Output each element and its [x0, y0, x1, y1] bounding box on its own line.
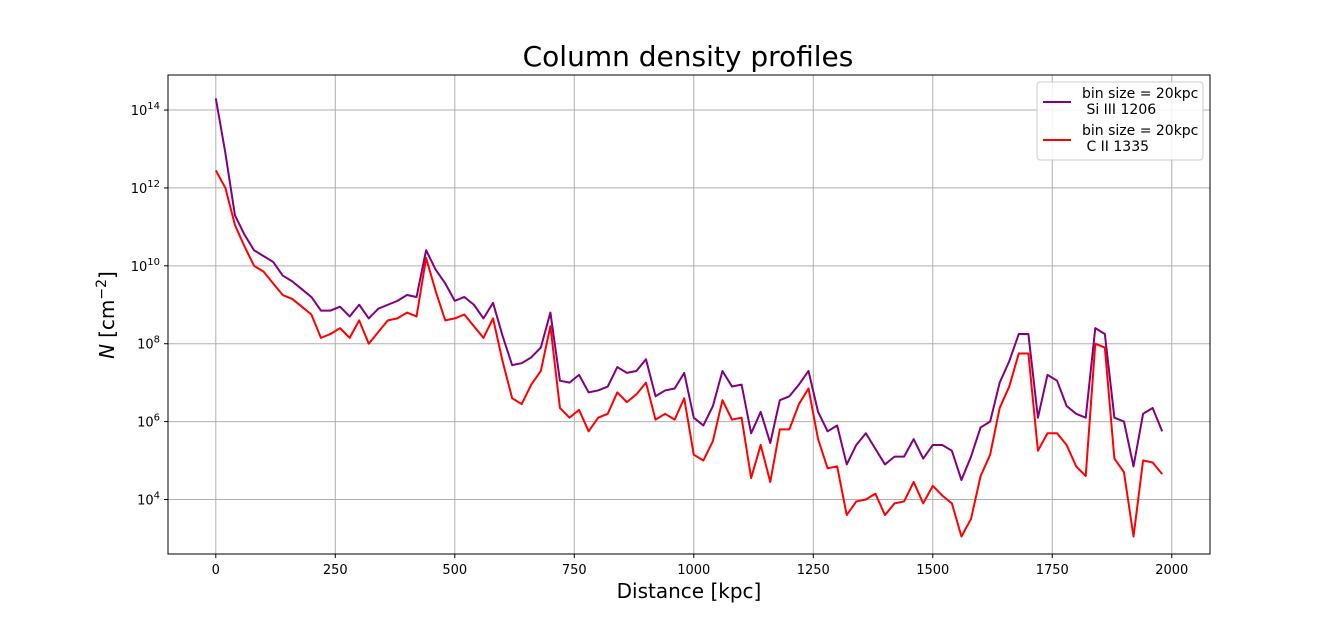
- y-tick-label: 108: [137, 335, 160, 353]
- plot-frame: [167, 74, 1211, 555]
- x-axis-label: Distance [kpc]: [617, 579, 762, 603]
- x-tick-label: 750: [562, 563, 587, 578]
- legend-label-si-iii-line2: Si III 1206: [1082, 102, 1156, 118]
- y-tick-label: 106: [137, 413, 160, 431]
- legend-label-c-ii-line2: C II 1335: [1082, 139, 1149, 155]
- x-tick-label: 250: [323, 563, 348, 578]
- legend-label-si-iii-line1: bin size = 20kpc: [1082, 86, 1198, 102]
- legend: bin size = 20kpc Si III 1206 bin size = …: [1036, 81, 1204, 161]
- x-tick-label: 1500: [916, 563, 949, 578]
- legend-label-c-ii-line1: bin size = 20kpc: [1082, 123, 1198, 139]
- legend-label-c-ii: bin size = 20kpc C II 1335: [1082, 123, 1198, 155]
- x-tick-label: 1250: [797, 563, 830, 578]
- y-axis-label: N [cm−2]: [94, 271, 119, 359]
- x-tick-label: 0: [212, 563, 220, 578]
- legend-box: [1036, 81, 1204, 161]
- legend-label-si-iii: bin size = 20kpc Si III 1206: [1082, 86, 1198, 118]
- y-tick-label: 1014: [131, 101, 160, 119]
- x-tick-label: 1750: [1036, 563, 1069, 578]
- y-axis-label-unit: [cm: [95, 300, 119, 338]
- x-axis: 0 250 500 750 1000 1250 1500 1750 2000: [212, 554, 1188, 578]
- series-line-0: [214, 98, 1164, 482]
- y-axis-label-close: ]: [95, 271, 119, 279]
- y-tick-label: 1010: [131, 257, 160, 275]
- y-tick-label: 104: [137, 490, 160, 508]
- chart-title: Column density profiles: [523, 40, 854, 73]
- x-tick-label: 1000: [677, 563, 710, 578]
- y-axis-label-exponent: −2: [94, 279, 110, 300]
- y-tick-label: 1012: [131, 179, 160, 197]
- x-tick-label: 2000: [1155, 563, 1188, 578]
- series-line-1: [214, 169, 1163, 538]
- y-axis-label-symbol: N: [95, 344, 119, 359]
- x-tick-label: 500: [442, 563, 467, 578]
- y-axis: 104 106 108 1010 1012 1014: [131, 101, 168, 508]
- series-layer: [214, 98, 1164, 538]
